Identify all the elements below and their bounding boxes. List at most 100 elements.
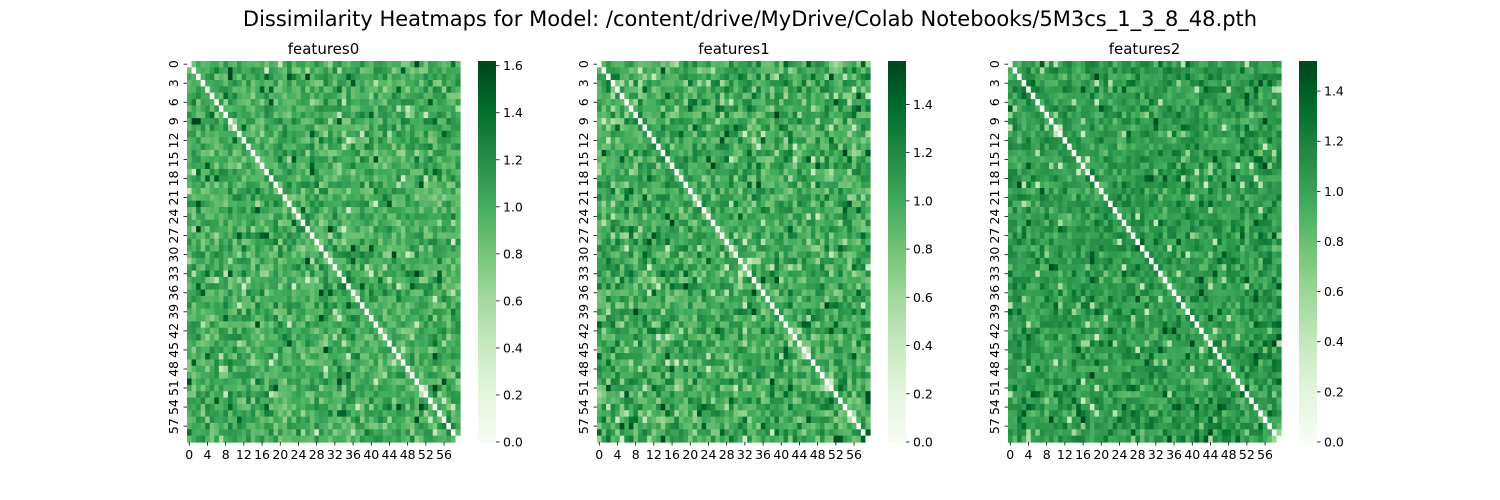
heatmap-cell <box>332 308 338 316</box>
heatmap-cell <box>432 410 438 418</box>
heatmap-cell <box>369 143 375 151</box>
heatmap-cell <box>419 130 425 138</box>
heatmap-cell <box>332 257 338 265</box>
heatmap-cell <box>428 384 434 392</box>
heatmap-cell <box>678 143 685 151</box>
heatmap-cell <box>323 315 329 322</box>
heatmap-cell <box>437 365 443 373</box>
heatmap-cell <box>337 283 343 291</box>
heatmap-cell <box>296 111 302 119</box>
heatmap-cell <box>450 353 457 361</box>
heatmap-cell <box>710 99 716 107</box>
heatmap-cell <box>227 219 234 227</box>
heatmap-cell <box>783 80 789 87</box>
heatmap-cell <box>378 410 384 418</box>
heatmap-cell <box>332 384 338 392</box>
heatmap-cell <box>255 327 261 335</box>
heatmap-cell <box>323 156 329 164</box>
heatmap-cell <box>446 397 452 405</box>
heatmap-cell <box>209 257 215 265</box>
heatmap-cell <box>409 207 416 214</box>
heatmap-cell <box>405 270 411 278</box>
heatmap-cell <box>282 276 288 284</box>
heatmap-cell <box>628 156 634 164</box>
heatmap-cell <box>432 86 438 94</box>
heatmap-cell <box>656 67 662 75</box>
heatmap-cell <box>209 346 215 354</box>
heatmap-cell <box>359 143 366 151</box>
heatmap-cell <box>314 80 320 87</box>
heatmap-cell <box>282 149 288 157</box>
heatmap-cell <box>187 213 193 221</box>
x-tick-label: 32 <box>327 447 343 462</box>
heatmap-cell <box>250 118 256 126</box>
heatmap-cell <box>364 207 370 214</box>
colorbar-segment <box>478 241 496 246</box>
heatmap-cell <box>214 353 220 361</box>
heatmap-cell <box>278 213 284 221</box>
heatmap-cell <box>318 162 325 170</box>
heatmap-cell <box>314 302 320 310</box>
heatmap-cell <box>391 73 397 81</box>
heatmap-cell <box>359 429 366 437</box>
heatmap-cell <box>774 111 780 119</box>
heatmap-cell <box>223 289 229 297</box>
heatmap-cell <box>838 162 844 170</box>
heatmap-cell <box>282 226 288 234</box>
heatmap-cell <box>414 321 420 329</box>
heatmap-cell <box>769 149 776 157</box>
heatmap-cell <box>205 397 211 405</box>
heatmap-cell <box>282 213 288 221</box>
heatmap-cell <box>446 270 452 278</box>
heatmap-cell <box>341 346 347 354</box>
heatmap-cell <box>237 257 243 265</box>
heatmap-cell <box>309 226 315 234</box>
heatmap-cell <box>255 264 261 272</box>
heatmap-cell <box>196 118 202 126</box>
heatmap-cell <box>341 181 347 189</box>
heatmap-cell <box>364 264 370 272</box>
heatmap-cell <box>250 315 256 322</box>
heatmap-cell <box>323 137 329 145</box>
heatmap-cell <box>187 416 193 424</box>
heatmap-cell <box>346 372 352 380</box>
heatmap-cell <box>692 137 698 145</box>
heatmap-cell <box>191 416 197 424</box>
heatmap-cell <box>259 118 265 126</box>
heatmap-cell <box>305 302 311 310</box>
heatmap-cell <box>792 143 798 151</box>
heatmap-cell <box>273 181 279 189</box>
heatmap-cell <box>606 181 612 189</box>
y-tick-label: 9 <box>166 117 181 125</box>
heatmap-cell <box>674 168 680 176</box>
heatmap-cell <box>715 111 721 119</box>
heatmap-cell <box>391 111 397 119</box>
heatmap-cell <box>432 168 438 176</box>
heatmap-cell <box>815 175 821 183</box>
heatmap-cell <box>287 213 293 221</box>
heatmap-cell <box>688 149 694 157</box>
heatmap-cell <box>237 111 243 119</box>
heatmap-cell <box>364 302 370 310</box>
heatmap-cell <box>232 346 238 354</box>
heatmap-cell <box>296 289 302 297</box>
heatmap-cell <box>815 99 821 107</box>
heatmap-cell <box>779 99 785 107</box>
heatmap-cell <box>309 207 315 214</box>
heatmap-cell <box>597 162 603 170</box>
heatmap-cell <box>218 99 224 107</box>
heatmap-cell <box>341 226 347 234</box>
heatmap-cell <box>291 200 297 208</box>
heatmap-cell <box>187 207 193 214</box>
heatmap-cell <box>860 137 867 145</box>
heatmap-cell <box>441 111 447 119</box>
heatmap-cell <box>341 359 347 367</box>
heatmap-cell <box>341 194 347 202</box>
heatmap-cell <box>432 245 438 253</box>
heatmap-cell <box>241 429 247 437</box>
heatmap-cell <box>268 435 275 443</box>
heatmap-cell <box>291 276 297 284</box>
heatmap-panel-features0: features0 0 4 8 12 16 20 24 28 32 36 40 44 48 52 56036… <box>166 40 523 462</box>
heatmap-cell <box>264 283 270 291</box>
x-tick-label: 4 <box>203 447 211 462</box>
